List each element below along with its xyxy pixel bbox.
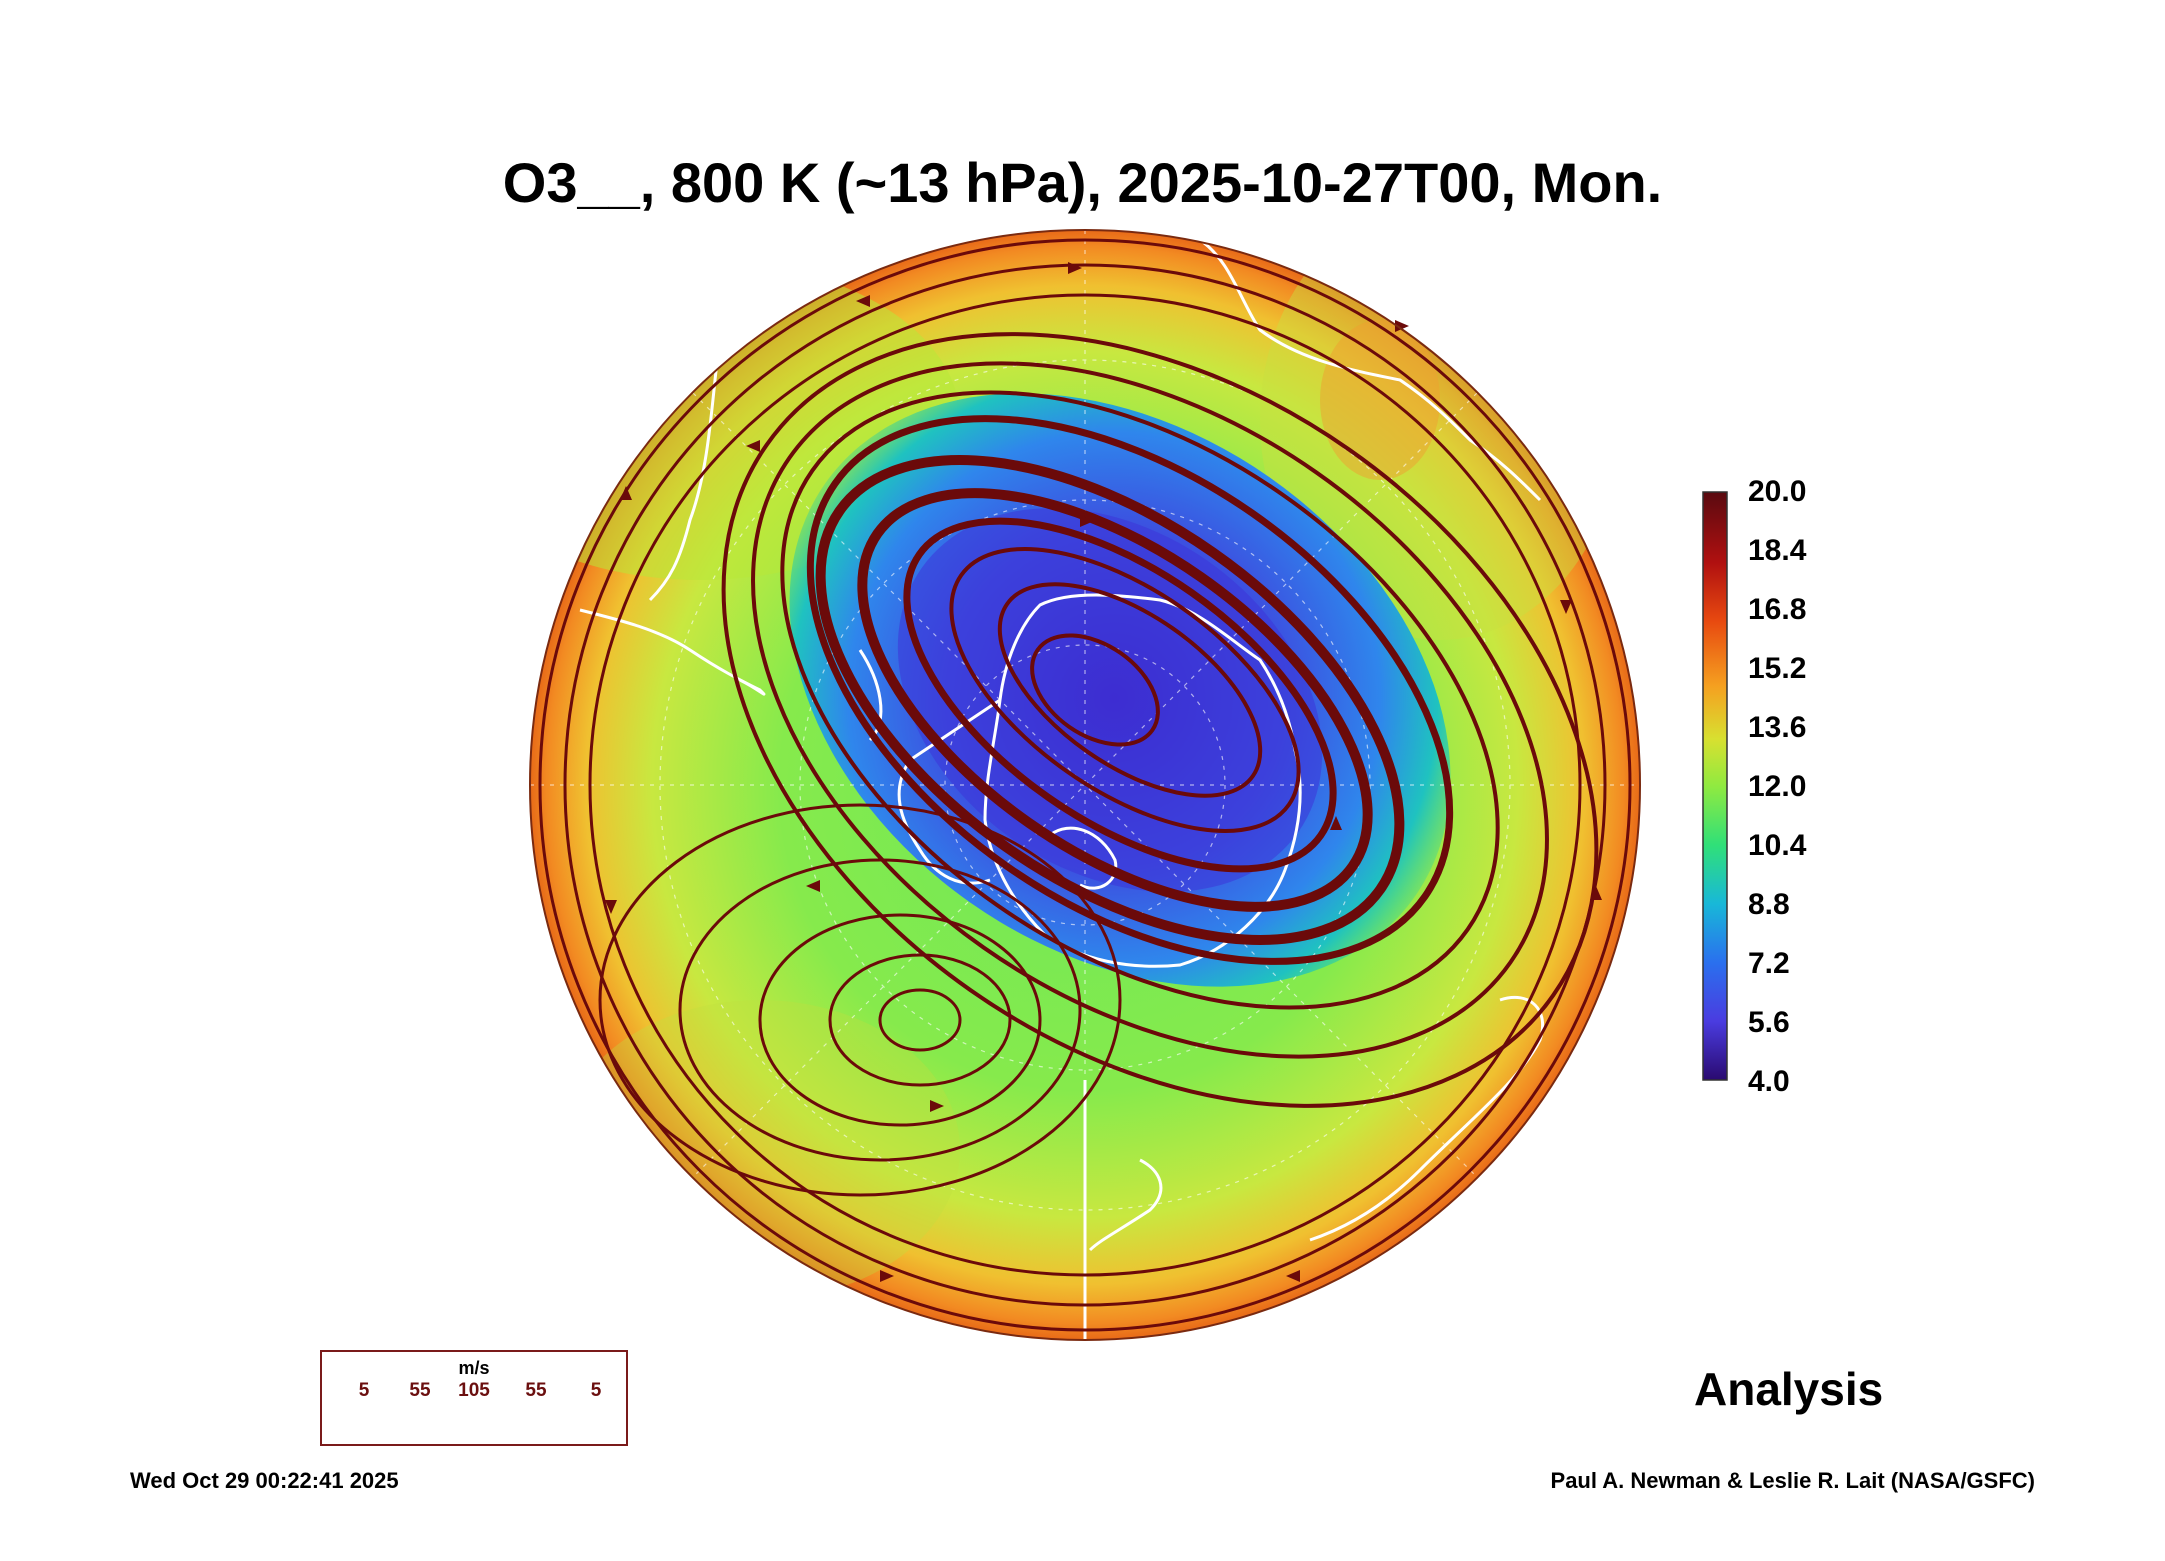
- map-title: O3__, 800 K (~13 hPa), 2025-10-27T00, Mo…: [502, 151, 1663, 214]
- timestamp: Wed Oct 29 00:22:41 2025: [130, 1468, 399, 1493]
- streamlines: [538, 238, 1632, 1332]
- wind-legend-speed: 55: [409, 1380, 431, 1401]
- ozone-field: [530, 230, 1640, 1340]
- colorbar-label: 18.4: [1748, 534, 1807, 567]
- colorbar-label: 16.8: [1748, 593, 1807, 626]
- colorbar-label: 12.0: [1748, 770, 1807, 803]
- wind-legend-speed: 5: [590, 1380, 602, 1401]
- colorbar-label: 7.2: [1748, 947, 1790, 980]
- colorbar-label: 4.0: [1748, 1065, 1790, 1098]
- globe-outline: [529, 229, 1641, 1341]
- graticule: [530, 230, 1640, 1340]
- colorbar-label: 8.8: [1748, 888, 1790, 921]
- colorbar-label: 5.6: [1748, 1006, 1790, 1039]
- colorbar-ramp: [1702, 491, 1728, 1081]
- colorbar-label: 13.6: [1748, 711, 1807, 744]
- wind-legend-speed: 105: [458, 1380, 490, 1401]
- wind-legend: m/s 5 55 105 55 5: [320, 1350, 628, 1446]
- credit: Paul A. Newman & Leslie R. Lait (NASA/GS…: [1550, 1468, 2035, 1493]
- colorbar-label: 10.4: [1748, 829, 1807, 862]
- flow-arrowheads: [605, 262, 1602, 1282]
- colorbar-label: 20.0: [1748, 475, 1807, 508]
- wind-legend-speed: 5: [358, 1380, 370, 1401]
- wind-legend-speed: 55: [525, 1380, 547, 1401]
- colorbar-label: 15.2: [1748, 652, 1807, 685]
- wind-legend-unit: m/s: [458, 1358, 490, 1378]
- analysis-label: Analysis: [1694, 1363, 1884, 1415]
